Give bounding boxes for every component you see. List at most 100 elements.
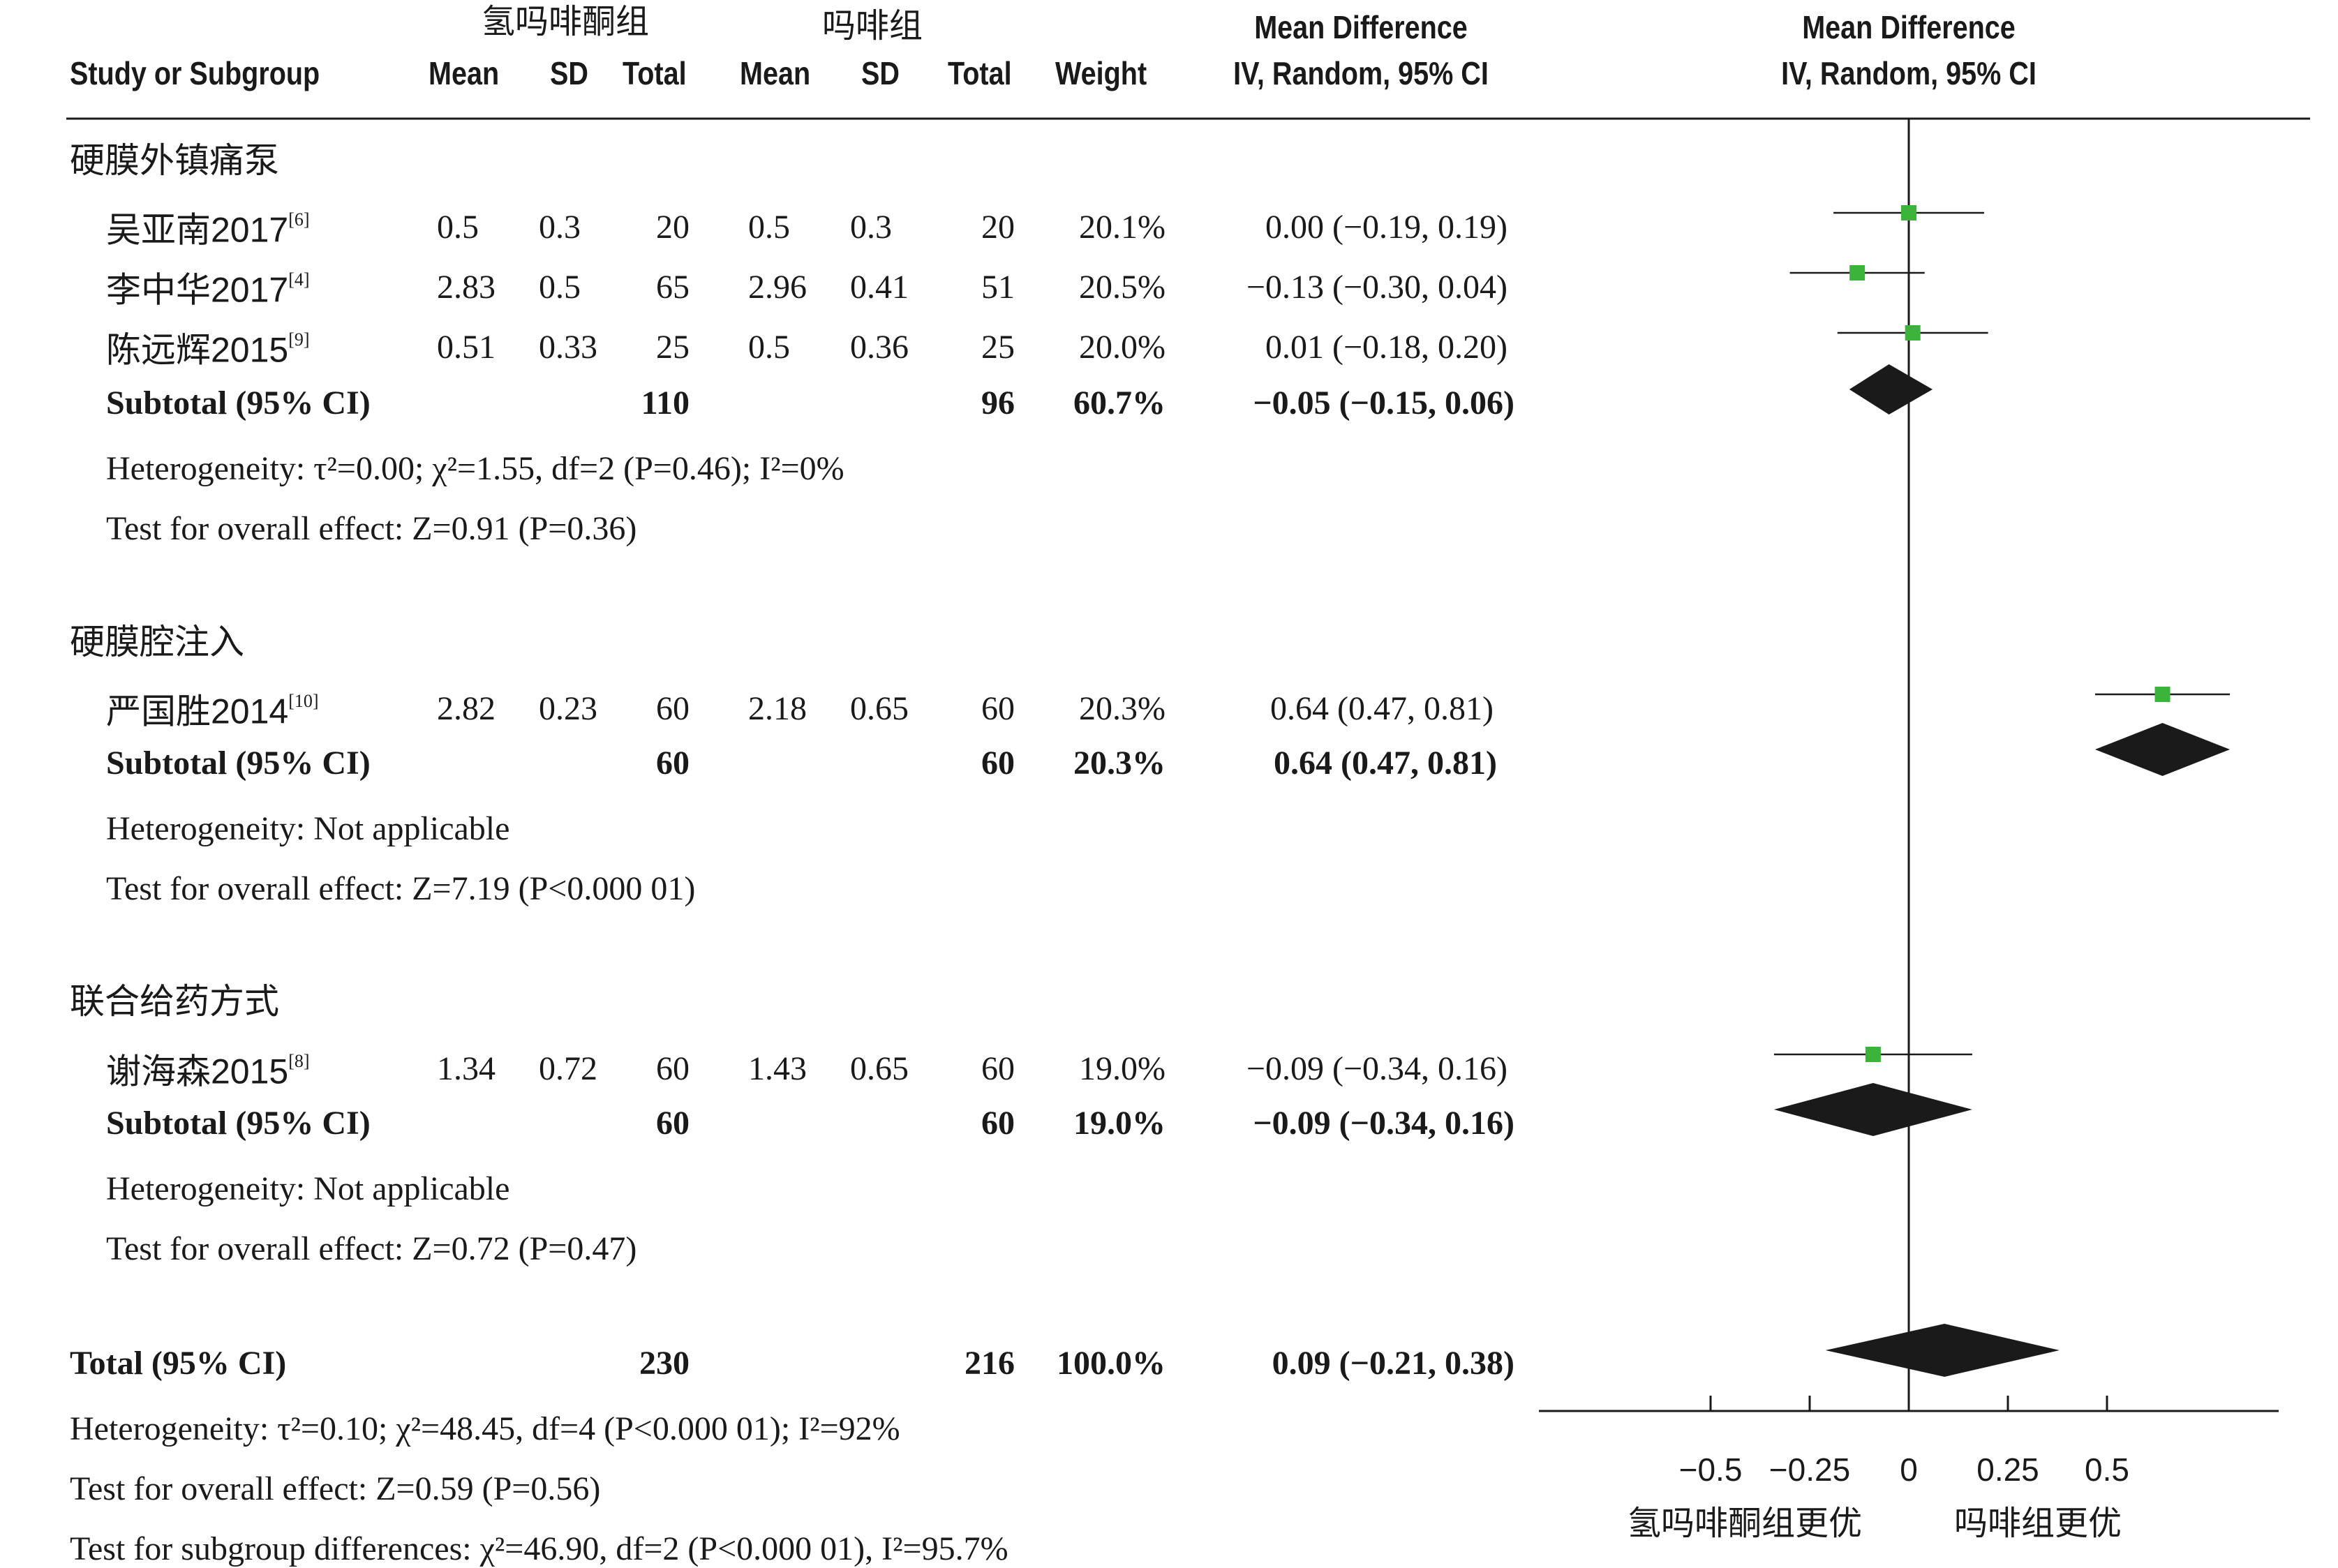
study-name: 严国胜2014 [106, 692, 289, 731]
cell-weight: 20.3% [1079, 690, 1166, 727]
subgroup-1-heterogeneity: Heterogeneity: τ²=0.00; χ²=1.55, df=2 (P… [106, 450, 844, 487]
sd1-header: SD [550, 55, 588, 91]
cell-weight: 20.1% [1079, 209, 1166, 246]
study-effect-square [1901, 205, 1916, 221]
cell-ci: 0.01 (−0.18, 0.20) [1265, 329, 1507, 366]
subgroup-3-title: 联合给药方式 [70, 982, 279, 1021]
subgroup-1-overall-effect: Test for overall effect: Z=0.91 (P=0.36) [106, 510, 637, 547]
cell-n2: 60 [981, 1050, 1015, 1087]
subgroup-differences: Test for subgroup differences: χ²=46.90,… [70, 1530, 1008, 1567]
md-method-left: IV, Random, 95% CI [1233, 55, 1489, 91]
study-row-2-name: 李中华2017[4] [106, 271, 310, 308]
x-tick-label: 0 [1900, 1451, 1918, 1488]
md-method-right: IV, Random, 95% CI [1781, 55, 2037, 91]
study-name: 李中华2017 [106, 270, 289, 310]
favours-left-label: 氢吗啡酮组更优 [1627, 1505, 1862, 1542]
total-label: Total (95% CI) [70, 1345, 287, 1382]
study-name: 陈远辉2015 [106, 330, 289, 370]
subtotal-3-ci: −0.09 (−0.34, 0.16) [1253, 1105, 1514, 1142]
subtotal-1-ci: −0.05 (−0.15, 0.06) [1253, 384, 1514, 421]
cell-sd1: 0.3 [539, 209, 581, 246]
total-overall-effect: Test for overall effect: Z=0.59 (P=0.56) [70, 1470, 601, 1507]
subgroup-1-title: 硬膜外镇痛泵 [70, 141, 279, 180]
cell-m1: 1.34 [437, 1050, 496, 1087]
subgroup-2-title: 硬膜腔注入 [70, 622, 244, 662]
subtotal-2-n1: 60 [656, 745, 690, 782]
study-effect-square [1849, 265, 1866, 281]
subtotal-3-label: Subtotal (95% CI) [106, 1105, 371, 1142]
total-ci: 0.09 (−0.21, 0.38) [1186, 1347, 1514, 1380]
cell-sd2: 0.41 [850, 269, 909, 306]
subtotal-2-weight: 20.3% [1073, 745, 1166, 782]
cell-n1: 65 [656, 269, 690, 306]
cell-n2: 60 [981, 690, 1015, 727]
md-title-left: Mean Difference [1254, 9, 1468, 45]
study-name: 谢海森2015 [106, 1052, 289, 1091]
study-row-5-name: 谢海森2015[8] [106, 1052, 310, 1089]
cell-ci: 0.00 (−0.19, 0.19) [1265, 209, 1507, 246]
cell-weight: 19.0% [1079, 1050, 1166, 1087]
cell-m1: 0.51 [437, 329, 496, 366]
subtotal-1-n1: 110 [641, 384, 690, 421]
cell-ci: −0.13 (−0.30, 0.04) [1246, 269, 1507, 306]
total-n2: 216 [965, 1345, 1015, 1382]
cell-n2: 51 [981, 269, 1015, 306]
subtotal-1-label: Subtotal (95% CI) [106, 384, 371, 421]
cell-n1: 60 [656, 690, 690, 727]
x-tick-label: −0.5 [1679, 1451, 1743, 1488]
subtotal-3-n1: 60 [656, 1105, 690, 1142]
study-effect-square [1865, 1047, 1881, 1062]
subgroup-2-heterogeneity: Heterogeneity: Not applicable [106, 810, 510, 847]
total-ci-text: 0.09 (−0.21, 0.38) [1272, 1345, 1514, 1382]
subtotal-2-n2: 60 [981, 745, 1015, 782]
study-effect-square [1905, 325, 1921, 341]
group1-header: 氢吗啡酮组 [481, 3, 649, 40]
cell-ci: −0.09 (−0.34, 0.16) [1246, 1050, 1507, 1087]
subtotal-1-weight: 60.7% [1073, 384, 1166, 421]
cell-m1: 2.83 [437, 269, 496, 306]
cell-sd1: 0.23 [539, 690, 597, 727]
cell-sd2: 0.3 [850, 209, 892, 246]
sd2-header: SD [861, 55, 900, 91]
cell-sd2: 0.65 [850, 690, 909, 727]
subgroup-3-overall-effect: Test for overall effect: Z=0.72 (P=0.47) [106, 1230, 637, 1267]
cell-m2: 2.18 [748, 690, 807, 727]
cell-m2: 0.5 [748, 329, 790, 366]
subtotal-2-diamond [2094, 723, 2231, 776]
cell-sd1: 0.5 [539, 269, 581, 306]
study-row-4-name: 严国胜2014[10] [106, 692, 319, 729]
subtotal-2-label: Subtotal (95% CI) [106, 745, 371, 782]
cell-n1: 60 [656, 1050, 690, 1087]
group2-header: 吗啡组 [821, 8, 923, 45]
subtotal-3-n2: 60 [981, 1105, 1015, 1142]
weight-header: Weight [1055, 55, 1147, 91]
study-row-1-name: 吴亚南2017[6] [106, 211, 310, 248]
cell-sd2: 0.36 [850, 329, 909, 366]
cell-m1: 2.82 [437, 690, 496, 727]
total-heterogeneity: Heterogeneity: τ²=0.10; χ²=48.45, df=4 (… [70, 1410, 900, 1447]
study-row-3-name: 陈远辉2015[9] [106, 331, 310, 368]
subtotal-1-n2: 96 [981, 384, 1015, 421]
study-ref: [10] [288, 691, 319, 711]
subtotal-3-weight: 19.0% [1073, 1105, 1166, 1142]
cell-sd1: 0.72 [539, 1050, 597, 1087]
favours-right-label: 吗啡组更优 [1953, 1505, 2122, 1542]
md-title-right: Mean Difference [1802, 9, 2016, 45]
cell-ci: 0.64 (0.47, 0.81) [1270, 690, 1494, 727]
study-ref: [6] [288, 209, 310, 230]
cell-n1: 25 [656, 329, 690, 366]
study-column-header: Study or Subgroup [70, 55, 320, 91]
study-effect-square [2154, 687, 2171, 702]
subtotal-1-diamond [1849, 364, 1933, 415]
mean2-header: Mean [740, 55, 811, 91]
mean1-header: Mean [429, 55, 500, 91]
cell-m1: 0.5 [437, 209, 479, 246]
total2-header: Total [948, 55, 1012, 91]
cell-m2: 2.96 [748, 269, 807, 306]
cell-weight: 20.0% [1079, 329, 1166, 366]
subtotal-3-diamond [1773, 1083, 1972, 1136]
cell-n1: 20 [656, 209, 690, 246]
x-tick-label: −0.25 [1769, 1451, 1850, 1488]
